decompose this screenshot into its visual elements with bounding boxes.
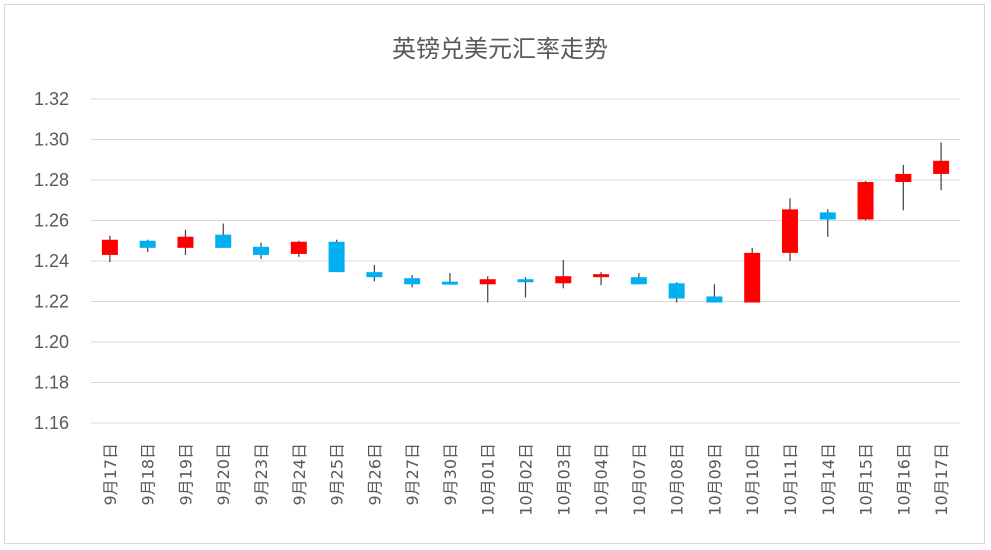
candle xyxy=(139,239,156,252)
y-tick-label: 1.30 xyxy=(34,130,69,150)
x-tick-label: 10月03日 xyxy=(554,443,573,516)
y-tick-label: 1.18 xyxy=(34,373,69,393)
x-tick-label: 10月02日 xyxy=(517,443,536,516)
candle-body-down xyxy=(630,277,647,285)
x-tick-label: 9月18日 xyxy=(139,443,158,506)
x-tick-label: 10月01日 xyxy=(479,443,498,516)
candle-body-down xyxy=(253,246,270,255)
candle xyxy=(668,282,685,303)
x-tick-label: 10月17日 xyxy=(932,443,951,516)
x-tick-label: 10月11日 xyxy=(781,443,800,516)
y-tick-label: 1.16 xyxy=(34,413,69,433)
x-tick-label: 10月15日 xyxy=(857,443,876,516)
candle-body-down xyxy=(819,212,836,220)
y-tick-label: 1.20 xyxy=(34,332,69,352)
candle xyxy=(895,164,912,211)
candle xyxy=(328,239,345,273)
candle xyxy=(441,273,458,285)
candle xyxy=(253,242,270,259)
candle xyxy=(857,181,874,221)
candle-body-up xyxy=(781,209,798,253)
chart-title: 英镑兑美元汇率走势 xyxy=(392,35,608,63)
x-tick-label: 10月14日 xyxy=(819,443,838,516)
candle-body-down xyxy=(404,278,421,285)
candle xyxy=(101,235,118,263)
x-tick-label: 9月30日 xyxy=(441,443,460,506)
candle xyxy=(290,240,307,257)
x-tick-label: 9月25日 xyxy=(328,443,347,506)
x-tick-label: 9月19日 xyxy=(176,443,195,506)
candle xyxy=(593,272,610,286)
x-tick-label: 9月20日 xyxy=(214,443,233,506)
candle xyxy=(555,259,572,289)
candle xyxy=(215,223,232,248)
candle xyxy=(744,247,761,303)
candle xyxy=(517,277,534,298)
chart-frame: 英镑兑美元汇率走势 1.32 1.30 1.28 1.26 1.24 1.22 1.20 1.… xyxy=(4,4,985,544)
candle-body-up xyxy=(101,239,118,255)
x-tick-label: 9月26日 xyxy=(365,443,384,506)
candle-body-down xyxy=(328,241,345,273)
candle-body-down xyxy=(668,283,685,299)
y-tick-label: 1.32 xyxy=(34,89,69,109)
candle-body-up xyxy=(593,274,610,278)
candle xyxy=(706,284,723,303)
x-tick-label: 10月07日 xyxy=(630,443,649,516)
x-axis-ticks: 9月17日 9月18日 9月19日 9月20日 9月23日 9月24日 9月25日 9月26日… xyxy=(101,443,951,516)
x-tick-label: 10月08日 xyxy=(668,443,687,516)
grid-lines xyxy=(91,98,960,424)
candle-body-up xyxy=(479,279,496,285)
candle xyxy=(404,275,421,288)
candle-body-up xyxy=(895,173,912,183)
candle xyxy=(819,209,836,237)
x-tick-label: 10月04日 xyxy=(592,443,611,516)
candlestick-chart: 英镑兑美元汇率走势 1.321.301.281.261.241.221.201.… xyxy=(34,35,960,516)
candle-body-down xyxy=(517,279,534,283)
x-tick-label: 9月24日 xyxy=(290,443,309,506)
candle xyxy=(479,276,496,303)
candle-body-down xyxy=(139,240,156,248)
y-tick-label: 1.26 xyxy=(34,211,69,231)
x-tick-label: 9月17日 xyxy=(101,443,120,506)
x-tick-label: 10月16日 xyxy=(894,443,913,516)
candle-body-down xyxy=(441,281,458,285)
candle-body-down xyxy=(706,296,723,303)
x-tick-label: 10月09日 xyxy=(705,443,724,516)
candle xyxy=(933,142,950,191)
candle xyxy=(781,198,798,261)
candle-body-up xyxy=(857,182,874,220)
candle-body-down xyxy=(366,272,383,278)
x-tick-label: 10月10日 xyxy=(743,443,762,516)
y-axis-ticks: 1.32 1.30 1.28 1.26 1.24 1.22 1.20 1.18 1.16 xyxy=(34,89,69,433)
candle-body-up xyxy=(555,276,572,284)
candle xyxy=(177,229,194,255)
y-tick-label: 1.22 xyxy=(34,292,69,312)
candle xyxy=(630,273,647,285)
candle xyxy=(366,265,383,282)
y-tick-label: 1.28 xyxy=(34,170,69,190)
candle-body-up xyxy=(177,236,194,248)
candle-body-up xyxy=(290,241,307,254)
y-tick-label: 1.24 xyxy=(34,251,69,271)
candle-body-down xyxy=(215,234,232,248)
candles xyxy=(101,142,950,303)
x-tick-label: 9月27日 xyxy=(403,443,422,506)
candle-body-up xyxy=(933,160,950,174)
x-tick-label: 9月23日 xyxy=(252,443,271,506)
candle-body-up xyxy=(744,252,761,303)
